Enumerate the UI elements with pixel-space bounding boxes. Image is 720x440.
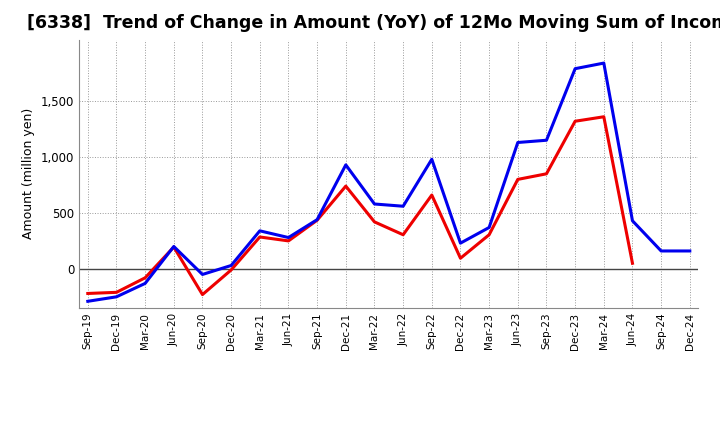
Net Income xyxy=(399,232,408,238)
Net Income xyxy=(485,232,493,238)
Ordinary Income xyxy=(84,299,92,304)
Ordinary Income xyxy=(399,204,408,209)
Ordinary Income xyxy=(370,202,379,207)
Ordinary Income xyxy=(169,244,178,249)
Ordinary Income xyxy=(312,217,321,222)
Net Income xyxy=(456,256,465,261)
Ordinary Income xyxy=(571,66,580,71)
Net Income xyxy=(227,268,235,273)
Net Income xyxy=(628,260,636,266)
Title: [6338]  Trend of Change in Amount (YoY) of 12Mo Moving Sum of Incomes: [6338] Trend of Change in Amount (YoY) o… xyxy=(27,15,720,33)
Y-axis label: Amount (million yen): Amount (million yen) xyxy=(22,108,35,239)
Net Income xyxy=(141,275,150,280)
Net Income xyxy=(428,192,436,198)
Ordinary Income xyxy=(542,138,551,143)
Net Income xyxy=(370,219,379,224)
Ordinary Income xyxy=(657,248,665,253)
Ordinary Income xyxy=(628,218,636,224)
Ordinary Income xyxy=(284,235,293,240)
Net Income xyxy=(84,291,92,296)
Ordinary Income xyxy=(198,272,207,277)
Ordinary Income xyxy=(428,157,436,162)
Ordinary Income xyxy=(600,60,608,66)
Net Income xyxy=(284,238,293,244)
Ordinary Income xyxy=(513,140,522,145)
Net Income xyxy=(198,292,207,297)
Ordinary Income xyxy=(227,263,235,268)
Net Income xyxy=(600,114,608,119)
Ordinary Income xyxy=(456,241,465,246)
Net Income xyxy=(112,290,121,295)
Net Income xyxy=(571,119,580,124)
Ordinary Income xyxy=(141,281,150,286)
Net Income xyxy=(256,235,264,240)
Ordinary Income xyxy=(485,225,493,230)
Ordinary Income xyxy=(112,294,121,300)
Net Income xyxy=(169,244,178,249)
Line: Ordinary Income: Ordinary Income xyxy=(88,63,690,301)
Net Income xyxy=(513,177,522,182)
Line: Net Income: Net Income xyxy=(88,117,632,295)
Ordinary Income xyxy=(685,248,694,253)
Net Income xyxy=(542,171,551,176)
Ordinary Income xyxy=(256,228,264,234)
Net Income xyxy=(341,183,350,189)
Net Income xyxy=(312,217,321,223)
Ordinary Income xyxy=(341,162,350,168)
Legend: Ordinary Income, Net Income: Ordinary Income, Net Income xyxy=(230,435,548,440)
